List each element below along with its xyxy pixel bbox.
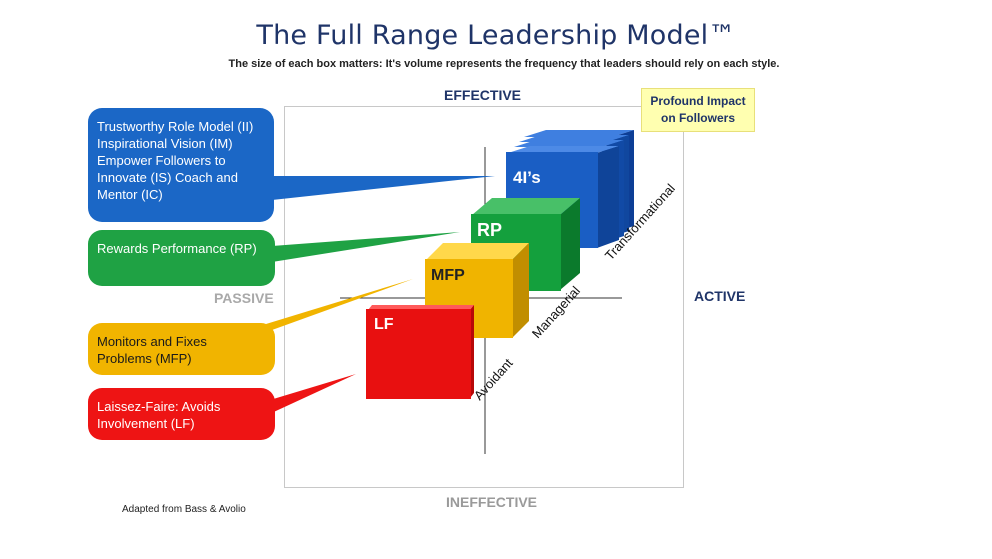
axis-label-ineffective: INEFFECTIVE <box>446 494 538 510</box>
box-label-rp: RP <box>477 220 503 240</box>
callout-laissez-faire: Laissez-Faire: Avoids Involvement (LF) <box>88 388 275 440</box>
red-callout-pointer <box>265 374 356 416</box>
page-title: The Full Range Leadership Model™ <box>256 20 736 51</box>
callout-rewards: Rewards Performance (RP) <box>88 230 275 286</box>
callout-text: Trustworthy Role Model (II) Inspirationa… <box>97 119 254 202</box>
axis-label-effective: EFFECTIVE <box>444 87 522 103</box>
box-lf <box>366 305 474 399</box>
subtitle: The size of each box matters: It's volum… <box>228 58 780 70</box>
blue-callout-pointer <box>272 176 495 200</box>
axis-label-passive: PASSIVE <box>214 290 274 306</box>
yellow-callout-pointer <box>250 279 413 338</box>
box-label-4is: 4I’s <box>513 168 541 187</box>
impact-note-text: Profound Impact on Followers <box>650 94 746 125</box>
box-label-mfp: MFP <box>431 267 465 284</box>
axis-label-active: ACTIVE <box>694 288 746 304</box>
callout-monitors: Monitors and Fixes Problems (MFP) <box>88 323 275 375</box>
box-label-lf: LF <box>374 316 394 333</box>
green-callout-pointer <box>272 232 460 262</box>
callout-text: Rewards Performance (RP) <box>97 241 257 256</box>
callout-text: Laissez-Faire: Avoids Involvement (LF) <box>97 399 221 431</box>
callout-text: Monitors and Fixes Problems (MFP) <box>97 334 207 366</box>
impact-note: Profound Impact on Followers <box>641 88 755 132</box>
callout-transformational: Trustworthy Role Model (II) Inspirationa… <box>88 108 274 222</box>
source-note: Adapted from Bass & Avolio <box>122 504 246 515</box>
